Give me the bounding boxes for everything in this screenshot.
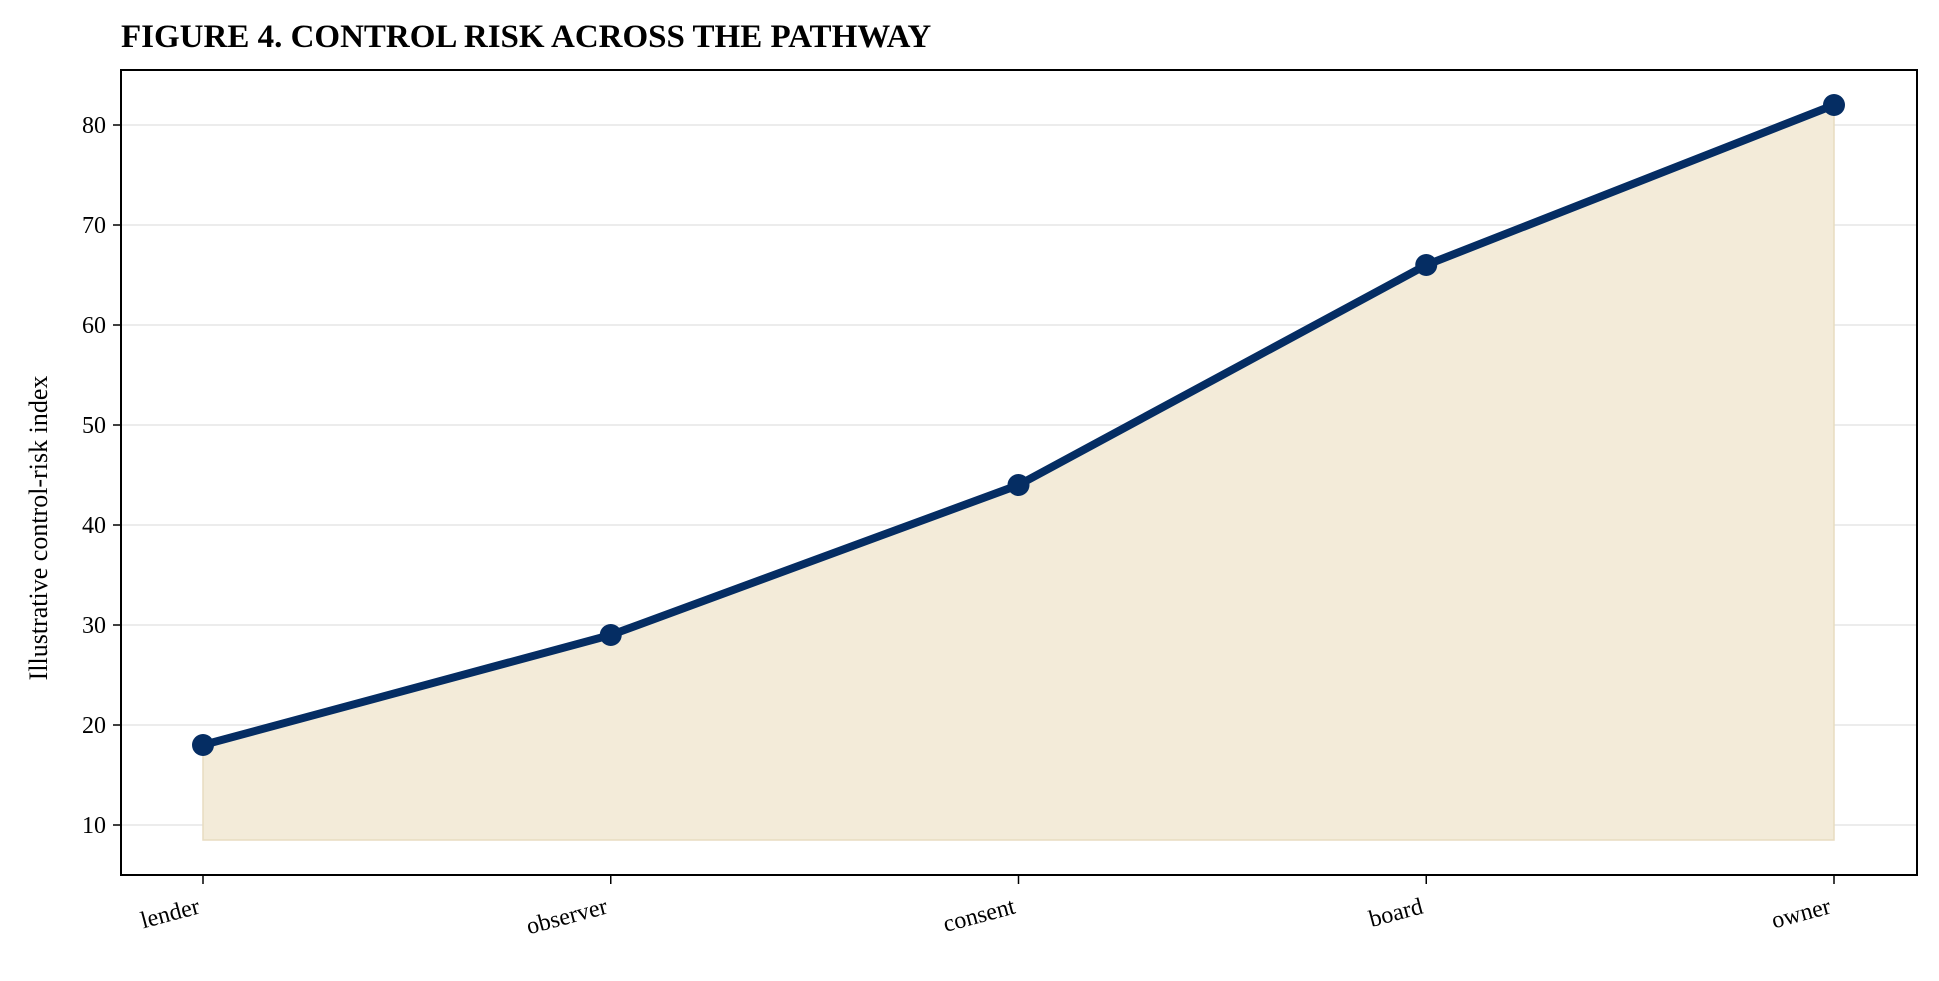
y-tick-label: 30	[82, 613, 106, 639]
x-tick-label: board	[1366, 894, 1426, 933]
chart-title: FIGURE 4. CONTROL RISK ACROSS THE PATHWA…	[121, 19, 931, 55]
y-axis-ticks: 10 20 30 40 50 60 70 80	[82, 113, 121, 839]
y-tick-label: 70	[82, 213, 106, 239]
y-tick-label: 60	[82, 313, 106, 339]
y-tick-label: 10	[82, 813, 106, 839]
area-fill	[202, 103, 1835, 841]
x-axis-ticks: lender observer consent board owner	[138, 875, 1835, 941]
data-points	[192, 94, 1845, 756]
y-axis-label: Illustrative control-risk index	[24, 376, 53, 681]
y-tick-label: 50	[82, 413, 106, 439]
data-point-lender	[192, 734, 214, 756]
data-point-observer	[599, 624, 622, 646]
x-tick-label: consent	[941, 894, 1019, 938]
x-tick-label: observer	[524, 894, 611, 941]
data-point-owner	[1823, 94, 1845, 116]
data-point-board	[1415, 254, 1438, 276]
y-tick-label: 40	[82, 513, 106, 539]
x-tick-label: owner	[1769, 894, 1834, 935]
data-point-consent	[1007, 474, 1030, 496]
y-tick-label: 80	[82, 113, 106, 139]
area-fill-layer	[202, 103, 1835, 841]
x-tick-label: lender	[138, 894, 203, 935]
y-tick-label: 20	[82, 713, 106, 739]
